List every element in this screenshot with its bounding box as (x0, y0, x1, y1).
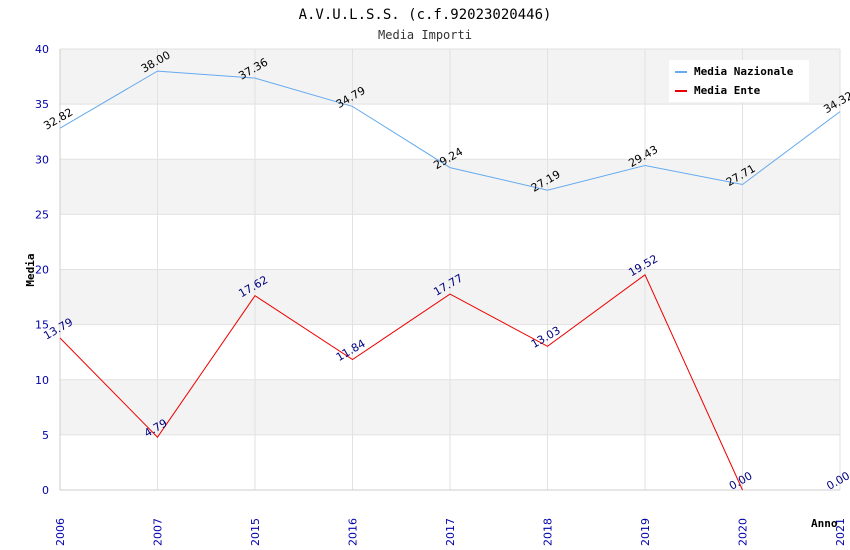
y-tick-label: 40 (35, 43, 49, 56)
y-tick-label: 10 (35, 374, 49, 387)
x-tick-label: 2016 (347, 518, 360, 546)
chart-subtitle: Media Importi (378, 28, 472, 42)
x-tick-label: 2006 (54, 518, 67, 546)
y-tick-label: 35 (35, 98, 49, 111)
series-line-nazionale (59, 70, 841, 191)
x-axis-label: Anno (811, 517, 838, 530)
x-tick-label: 2017 (444, 518, 457, 546)
legend-label-nazionale: Media Nazionale (694, 65, 794, 78)
chart-title: A.V.U.L.S.S. (c.f.92023020446) (299, 7, 552, 23)
legend-box (669, 60, 809, 102)
x-tick-label: 2015 (249, 518, 262, 546)
x-tick-label: 2007 (152, 518, 165, 546)
y-tick-label: 30 (35, 153, 49, 166)
x-tick-label: 2021 (834, 518, 847, 546)
legend-label-ente: Media Ente (694, 84, 761, 97)
series-line-ente (59, 274, 743, 491)
y-tick-label: 0 (42, 484, 49, 497)
x-tick-label: 2020 (737, 518, 750, 546)
legend: Media Nazionale Media Ente (669, 60, 809, 102)
x-tick-label: 2018 (542, 518, 555, 546)
x-tick-label: 2019 (639, 518, 652, 546)
y-tick-label: 5 (42, 429, 49, 442)
y-axis-label: Media (24, 253, 37, 286)
series-lines (59, 70, 841, 491)
y-tick-label: 15 (35, 319, 49, 332)
y-tick-label: 20 (35, 264, 49, 277)
x-tick-labels: 2006 2007 2015 2016 2017 2018 2019 2020 2021 (54, 518, 847, 546)
y-tick-labels: 0 5 10 15 20 25 30 35 40 (35, 43, 49, 497)
y-tick-label: 25 (35, 208, 49, 221)
